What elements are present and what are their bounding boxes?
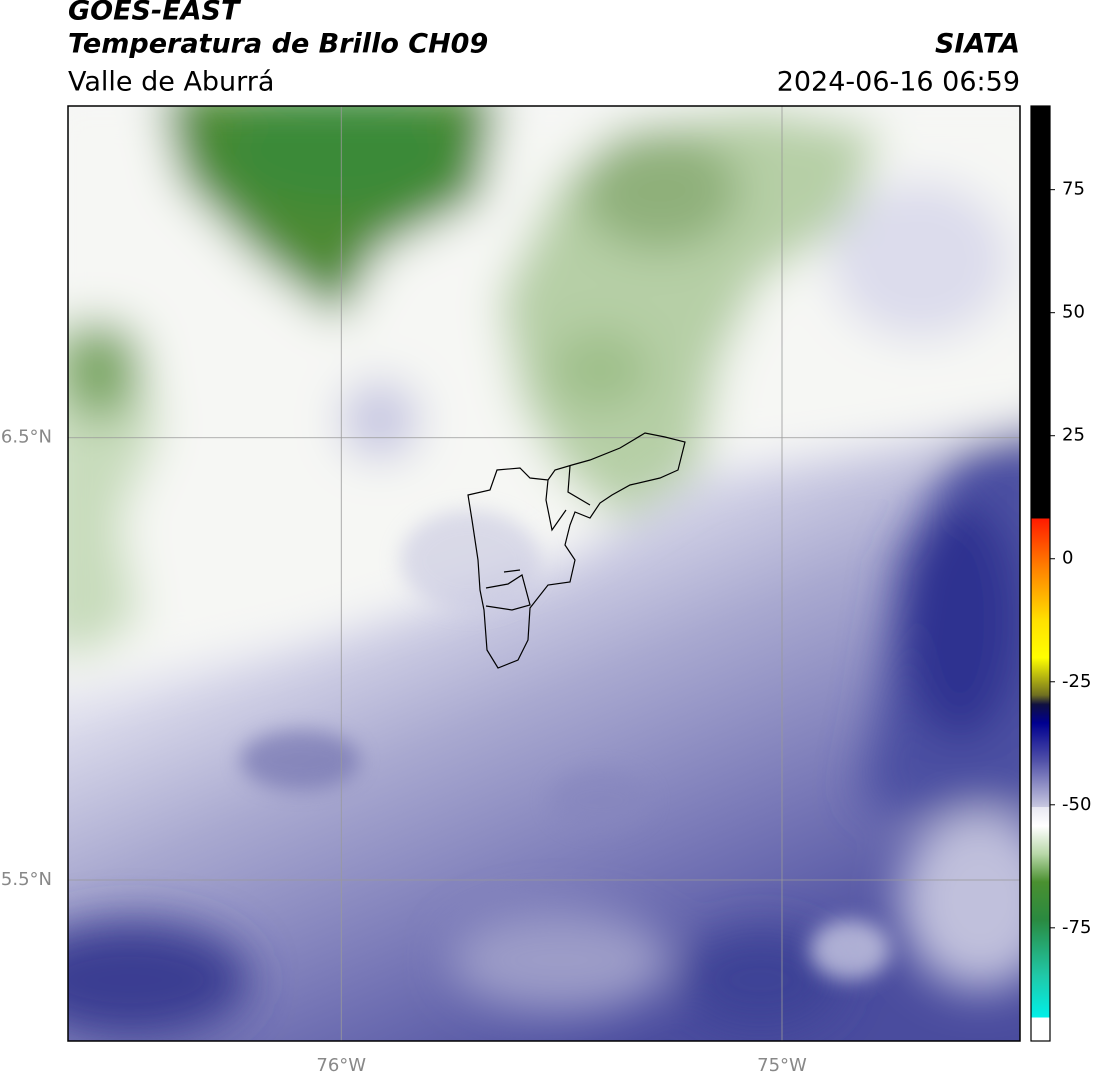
valley-outline — [467, 432, 686, 669]
colorbar-tick-label: -75 — [1062, 917, 1091, 938]
colorbar — [1030, 105, 1051, 1042]
colorbar-tick-label: 75 — [1062, 179, 1085, 200]
satellite-image — [68, 106, 1020, 1041]
colorbar-ticks: 75 50 25 0 -25 -50 -75 — [1050, 179, 1091, 938]
lon-label: 75°W — [757, 1055, 807, 1076]
product: Temperatura de Brillo CH09 — [68, 29, 488, 60]
lat-label: 6.5°N — [1, 427, 52, 448]
colorbar-tick-label: -25 — [1062, 671, 1091, 692]
region: Valle de Aburrá — [68, 67, 274, 98]
agency: SIATA — [935, 29, 1020, 60]
datetime: 2024-06-16 06:59 — [777, 67, 1020, 98]
map-frame — [67, 105, 1021, 1042]
lat-label: 5.5°N — [1, 869, 52, 890]
colorbar-tick-label: 0 — [1062, 548, 1073, 569]
colorbar-tick-label: -50 — [1062, 794, 1091, 815]
graticule — [68, 106, 1020, 1041]
lon-label: 76°W — [316, 1055, 366, 1076]
colorbar-tick-label: 25 — [1062, 425, 1085, 446]
title: GOES-EAST — [68, 0, 242, 27]
colorbar-tick-label: 50 — [1062, 302, 1085, 323]
